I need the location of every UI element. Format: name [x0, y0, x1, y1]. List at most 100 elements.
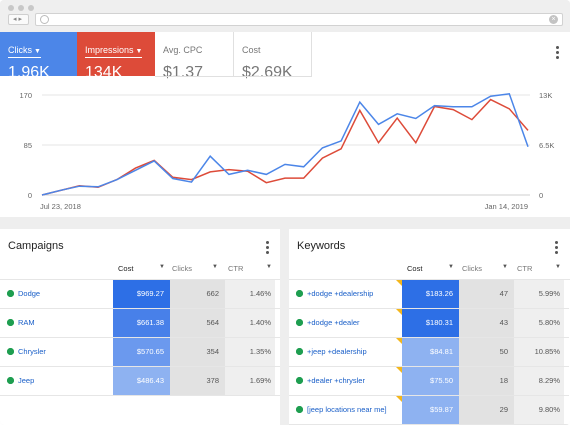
avg-cpc-label: Avg. CPC — [163, 45, 203, 55]
y-right-tick-bottom: 0 — [539, 191, 543, 200]
y-left-tick-bottom: 0 — [28, 191, 32, 200]
keywords-name-link[interactable]: +dealer +chrysler — [289, 367, 402, 395]
cost-column-header[interactable]: Cost ▼ — [118, 264, 165, 273]
more-options-icon[interactable] — [555, 46, 559, 60]
more-options-icon[interactable] — [554, 241, 558, 255]
table-row[interactable]: [jeep locations near me] $59.87 29 9.80% — [289, 396, 569, 424]
ctr-cell: 10.85% — [514, 338, 564, 366]
table-row[interactable]: +dodge +dealer $180.31 43 5.80% — [289, 309, 569, 337]
sort-desc-icon: ▼ — [448, 264, 454, 270]
cost-cell: $661.38 — [113, 309, 170, 337]
flag-marker-icon — [396, 309, 402, 315]
caret-down-icon: ▼ — [555, 264, 561, 270]
clear-icon[interactable]: × — [549, 15, 558, 24]
status-enabled-icon — [296, 290, 303, 297]
status-enabled-icon — [296, 406, 303, 413]
ctr-cell: 1.40% — [225, 309, 275, 337]
clicks-label: Clicks — [8, 45, 32, 55]
table-row[interactable]: RAM $661.38 564 1.40% — [0, 309, 280, 337]
cost-cell: $59.87 — [402, 396, 459, 424]
table-row[interactable]: +dealer +chrysler $75.50 18 8.29% — [289, 367, 569, 395]
table-row[interactable]: +jeep +dealership $84.81 50 10.85% — [289, 338, 569, 366]
keywords-panel: Keywords Cost ▼ Clicks ▼ CTR ▼ +dodge +deal… — [289, 229, 570, 425]
cost-cell: $183.26 — [402, 280, 459, 308]
keywords-name-link[interactable]: +jeep +dealership — [289, 338, 402, 366]
keywords-name-link[interactable]: +dodge +dealer — [289, 309, 402, 337]
clicks-cell: 564 — [170, 309, 225, 337]
row-divider — [289, 366, 569, 367]
ctr-cell: 5.80% — [514, 309, 564, 337]
performance-line-chart: 170 85 0 13K 6.5K 0 Jul 23, 2018 Jan 14,… — [19, 91, 554, 211]
cost-column-header[interactable]: Cost ▼ — [407, 264, 454, 273]
y-right-tick-middle: 6.5K — [539, 141, 554, 150]
keywords-name-link[interactable]: +dodge +dealership — [289, 280, 402, 308]
y-left-tick-middle: 85 — [24, 141, 32, 150]
cost-cell: $180.31 — [402, 309, 459, 337]
clicks-series-line — [41, 92, 529, 196]
y-right-tick-top: 13K — [539, 91, 552, 100]
flag-marker-icon — [396, 367, 402, 373]
ctr-cell: 5.99% — [514, 280, 564, 308]
clicks-cell: 43 — [459, 309, 514, 337]
ctr-cell: 8.29% — [514, 367, 564, 395]
campaigns-name-link[interactable]: RAM — [0, 309, 113, 337]
campaigns-name-link[interactable]: Dodge — [0, 280, 113, 308]
back-forward-buttons[interactable]: ◂▸ — [8, 14, 29, 25]
clicks-column-header[interactable]: Clicks ▼ — [172, 264, 218, 273]
cost-metric[interactable]: Cost $2.69K — [234, 32, 312, 81]
row-divider — [289, 337, 569, 338]
impressions-label: Impressions — [85, 45, 134, 55]
status-enabled-icon — [7, 348, 14, 355]
clicks-cell: 50 — [459, 338, 514, 366]
row-divider — [0, 308, 280, 309]
campaigns-name-link[interactable]: Jeep — [0, 367, 113, 395]
avg-cpc-metric[interactable]: Avg. CPC $1.37 — [155, 32, 234, 81]
table-row[interactable]: Chrysler $570.65 354 1.35% — [0, 338, 280, 366]
row-divider — [0, 337, 280, 338]
clicks-metric[interactable]: Clicks ▼ 1.96K — [0, 32, 77, 81]
clicks-cell: 29 — [459, 396, 514, 424]
flag-marker-icon — [396, 280, 402, 286]
campaigns-name-link[interactable]: Chrysler — [0, 338, 113, 366]
table-row[interactable]: Jeep $486.43 378 1.69% — [0, 367, 280, 395]
window-maximize-dot[interactable] — [28, 5, 34, 11]
table-row[interactable]: Dodge $969.27 662 1.46% — [0, 280, 280, 308]
x-start-label: Jul 23, 2018 — [40, 202, 81, 211]
clicks-cell: 18 — [459, 367, 514, 395]
status-enabled-icon — [296, 377, 303, 384]
flag-marker-icon — [396, 396, 402, 402]
cost-cell: $84.81 — [402, 338, 459, 366]
status-enabled-icon — [296, 348, 303, 355]
impressions-metric[interactable]: Impressions ▼ 134K — [77, 32, 155, 81]
ctr-column-header[interactable]: CTR ▼ — [228, 264, 272, 273]
clicks-cell: 354 — [170, 338, 225, 366]
caret-down-icon: ▼ — [34, 48, 41, 55]
keywords-title: Keywords — [297, 240, 346, 252]
x-end-label: Jan 14, 2019 — [485, 202, 528, 211]
row-divider — [0, 395, 280, 396]
keywords-name-link[interactable]: [jeep locations near me] — [289, 396, 402, 424]
address-bar[interactable]: × — [35, 13, 563, 26]
y-left-tick-top: 170 — [19, 91, 32, 100]
table-row[interactable]: +dodge +dealership $183.26 47 5.99% — [289, 280, 569, 308]
cost-cell: $969.27 — [113, 280, 170, 308]
cost-cell: $75.50 — [402, 367, 459, 395]
header-divider — [289, 279, 570, 280]
more-options-icon[interactable] — [265, 241, 269, 255]
caret-down-icon: ▼ — [212, 264, 218, 270]
window-close-dot[interactable] — [8, 5, 14, 11]
header-divider — [0, 279, 280, 280]
ctr-cell: 1.69% — [225, 367, 275, 395]
ctr-column-header[interactable]: CTR ▼ — [517, 264, 561, 273]
status-enabled-icon — [7, 319, 14, 326]
avg-cpc-value: $1.37 — [163, 64, 204, 81]
window-minimize-dot[interactable] — [18, 5, 24, 11]
clicks-column-header[interactable]: Clicks ▼ — [462, 264, 508, 273]
clicks-cell: 662 — [170, 280, 225, 308]
caret-down-icon: ▼ — [135, 48, 143, 55]
caret-down-icon: ▼ — [502, 264, 508, 270]
row-divider — [289, 308, 569, 309]
browser-titlebar: ◂▸ × — [0, 0, 570, 30]
divider — [155, 76, 312, 77]
ctr-cell: 1.35% — [225, 338, 275, 366]
